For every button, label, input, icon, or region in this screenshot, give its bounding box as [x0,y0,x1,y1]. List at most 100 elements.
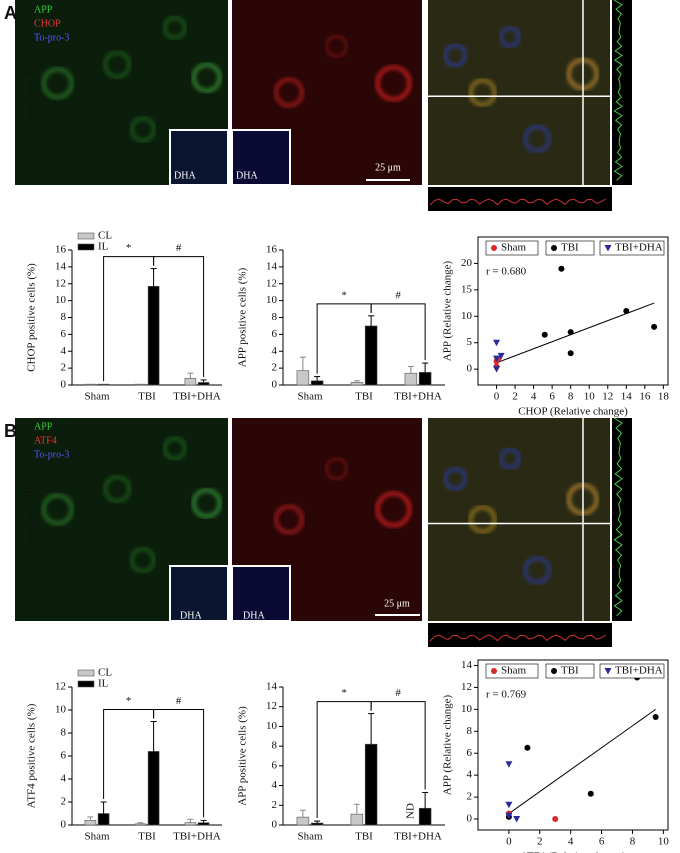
cell [468,505,497,534]
error-bar [422,791,429,809]
x-tick-label: 4 [568,836,574,848]
legend-label: Sham [501,242,527,254]
legend-label: CL [98,667,112,679]
y-tick-label: 8 [61,727,67,739]
legend-label: IL [98,678,109,690]
x-tick-label: 12 [602,391,613,403]
bar [350,813,364,826]
channel: APP [34,421,53,432]
bar [418,807,432,826]
micrographs [15,0,632,647]
cell [498,26,521,48]
trendline [508,708,656,814]
legend-marker [604,245,612,252]
y-tick-label: 2 [272,799,278,811]
scale-bar-label: 25 μm [375,162,401,173]
inset [231,565,291,622]
bar [418,372,432,386]
profile-trace [429,198,606,206]
error-bar [368,315,375,326]
point [558,265,565,272]
legend-label: TBI [561,242,579,254]
point [493,355,501,363]
x-tick-label: TBI+DHA [173,391,221,403]
point [505,761,513,768]
x-tick-label: 0 [494,391,500,403]
profile [428,623,612,647]
y-axis-label: APP positive cells (%) [237,706,249,806]
y-tick-label: 20 [461,257,473,269]
y-axis-label: ATF4 positive cells (%) [26,703,38,808]
x-tick-label: 2 [537,836,543,848]
y-tick-label: 8 [272,311,278,323]
point [587,790,594,797]
x-tick-label: 8 [630,836,636,848]
y-tick-label: 0 [272,819,278,831]
y-tick-label: 10 [55,704,67,716]
y-tick-label: 6 [272,328,278,340]
inset [231,129,291,186]
cell [324,456,349,481]
error-bar [368,713,375,745]
y-axis-label: CHOP positive cells (%) [26,263,38,372]
error-bar [314,820,321,824]
significance-bracket [316,701,372,819]
legend-box [545,240,595,256]
x-tick-label: 0 [506,836,512,848]
legend-marker [491,245,497,251]
bar [147,751,160,826]
error-bar [187,372,194,379]
x-tick-label: TBI [355,831,373,843]
inset-label: DHA [236,170,258,181]
point [513,816,521,823]
y-tick-label: 16 [266,244,278,256]
y-tick-label: 0 [61,379,67,391]
y-tick-label: 4 [467,769,473,781]
y-tick-label: 12 [55,277,66,289]
bar [296,816,310,826]
y-tick-label: 0 [467,813,473,825]
significance-bracket [370,701,426,790]
point [541,331,548,338]
point [524,744,531,751]
legend-marker [491,668,497,674]
x-tick-label: Sham [297,831,323,843]
point [505,812,513,820]
x-tick-label: 4 [531,391,537,403]
error-bar [150,268,157,287]
cell [443,43,468,68]
y-tick-label: 2 [61,796,67,808]
profile-trace [429,634,606,642]
error-bar [353,803,360,815]
legend-box [485,240,539,256]
point [497,352,505,360]
error-bar [299,809,306,818]
legend-label: IL [98,241,109,253]
bar [184,377,197,386]
cell [103,50,132,79]
annotation: r = 0.680 [486,266,527,278]
cell [375,491,412,528]
significance-bracket [316,303,372,374]
x-tick-label: TBI [138,831,156,843]
x-tick-label: Sham [297,391,323,403]
x-tick-label: TBI+DHA [394,391,442,403]
cell [162,436,187,461]
legend-box [545,663,595,679]
x-tick-label: 6 [549,391,555,403]
point [493,366,501,373]
bar [364,743,378,826]
y-tick-label: 6 [272,759,278,771]
x-tick-label: 8 [568,391,574,403]
y-tick-label: 6 [61,328,67,340]
bar [296,370,310,386]
scale-bar-label: 25 μm [384,598,410,609]
y-tick-label: 0 [61,819,67,831]
point [651,323,658,330]
significance-mark: * [341,687,347,699]
legend-box [485,663,539,679]
y-tick-label: 14 [461,659,473,671]
micrograph [428,418,610,621]
y-tick-label: 15 [461,283,473,295]
legend-marker [551,668,557,674]
